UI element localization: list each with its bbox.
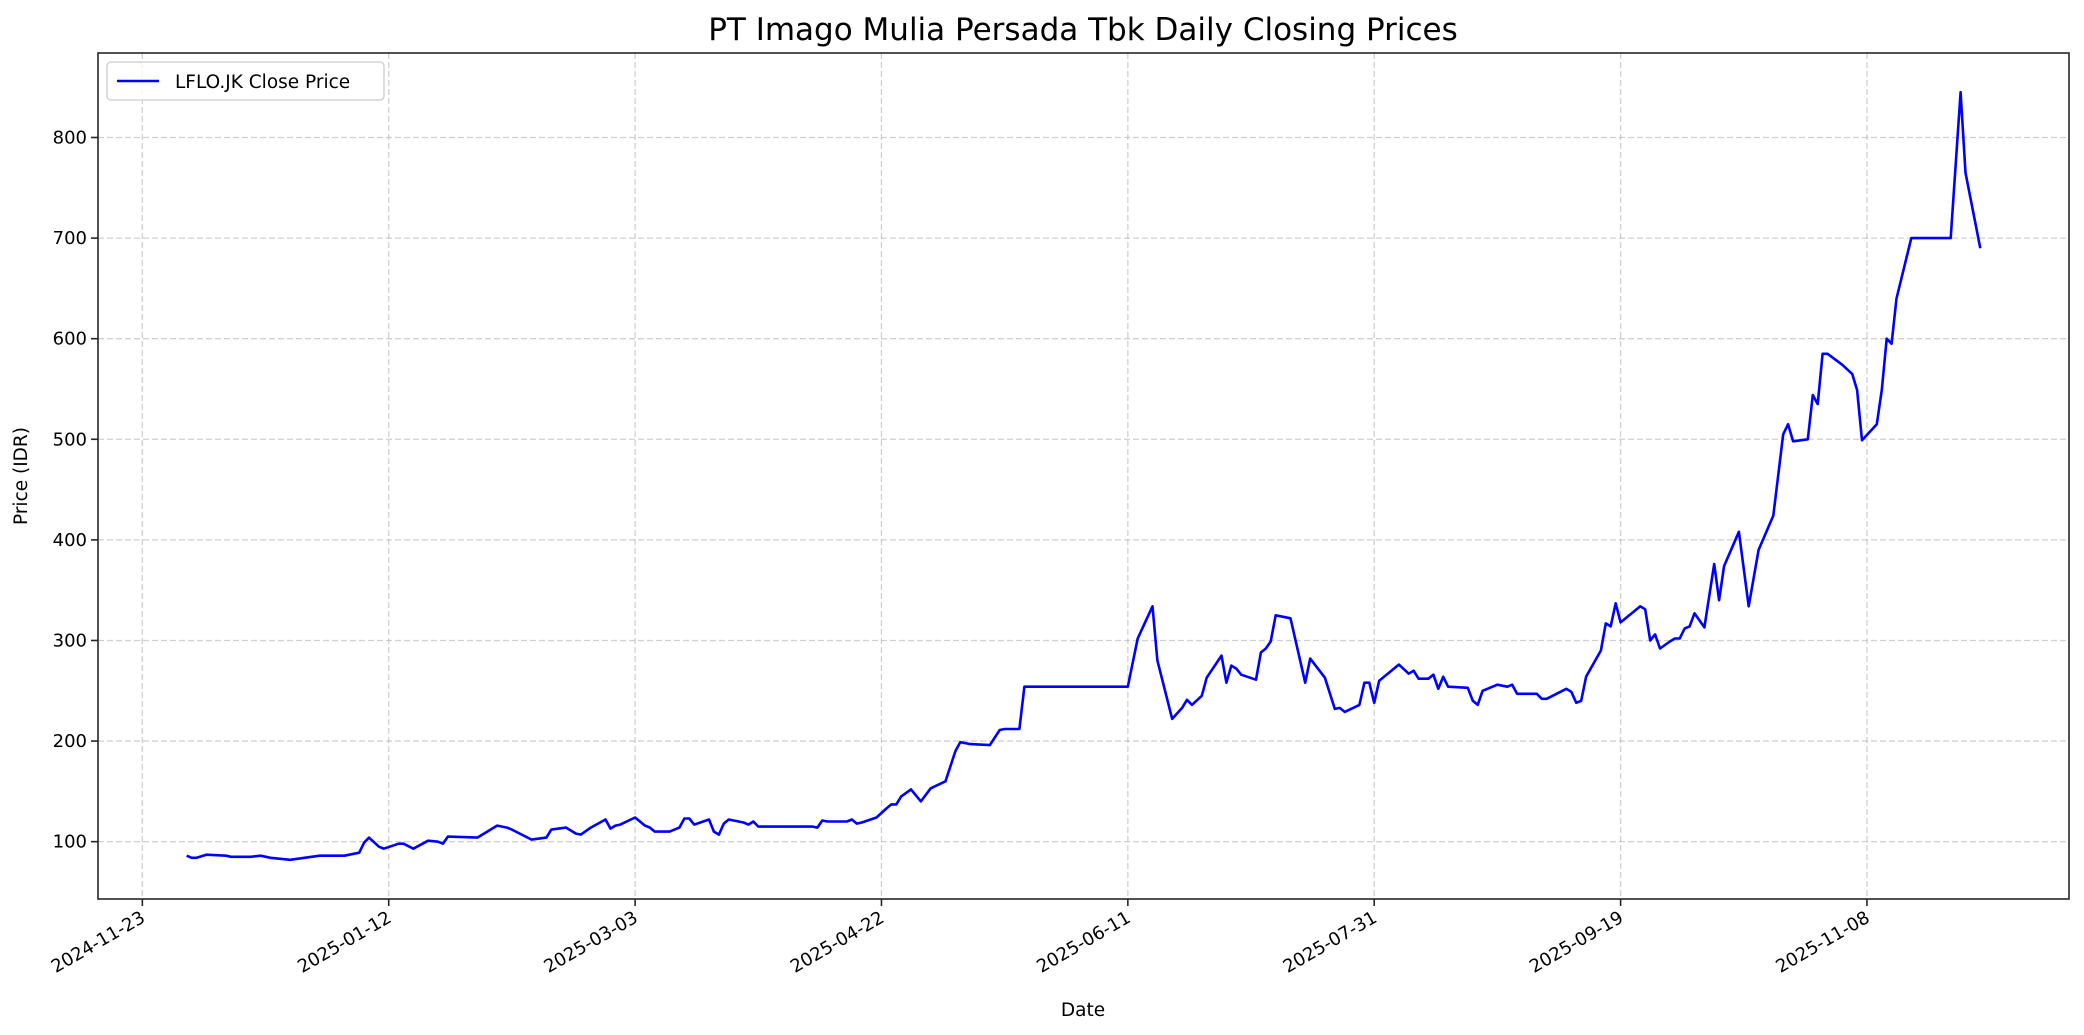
axes-background	[98, 53, 2069, 899]
y-tick-label: 500	[53, 429, 87, 450]
chart-title: PT Imago Mulia Persada Tbk Daily Closing…	[708, 12, 1458, 48]
legend-label: LFLO.JK Close Price	[175, 72, 350, 93]
x-axis-label: Date	[1061, 1000, 1105, 1021]
y-tick-label: 700	[53, 228, 87, 249]
y-axis-ticks: 100 200 300 400 500 600 700 800	[53, 127, 98, 853]
legend: LFLO.JK Close Price	[106, 61, 385, 101]
plot-area	[97, 52, 2070, 900]
close-price-line	[186, 90, 1982, 862]
y-tick-label: 400	[53, 530, 87, 551]
y-axis-label: Price (IDR)	[11, 427, 32, 525]
y-tick-label: 800	[53, 127, 87, 148]
axes-frame	[97, 52, 2070, 900]
y-tick-label: 600	[53, 329, 87, 350]
legend-box	[106, 61, 385, 101]
y-tick-label: 300	[53, 630, 87, 651]
y-tick-label: 100	[53, 832, 87, 853]
y-tick-label: 200	[53, 731, 87, 752]
